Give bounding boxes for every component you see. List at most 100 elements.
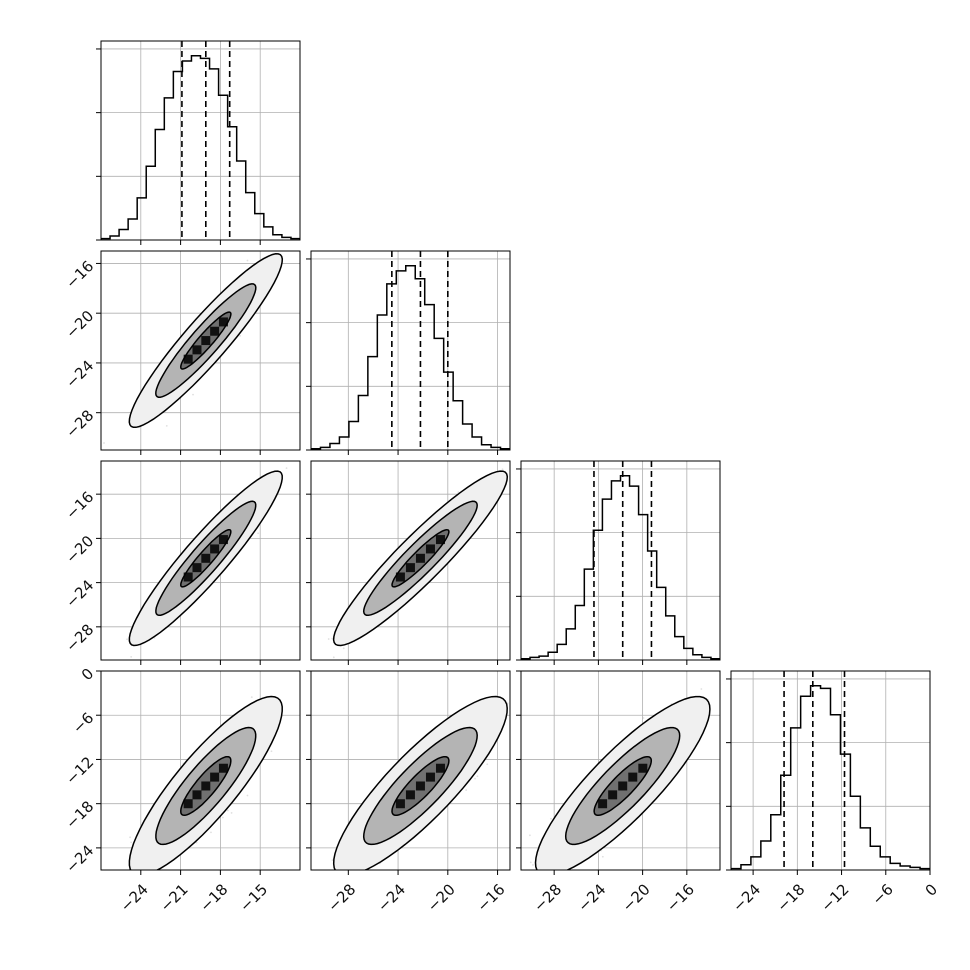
- sample-point: [121, 884, 123, 886]
- sample-point: [221, 816, 224, 819]
- sample-point: [250, 696, 253, 699]
- density-blocks: [183, 317, 228, 364]
- density-block: [210, 544, 220, 554]
- density-block: [405, 563, 415, 573]
- panel-3-1: −28 −24 −20 −16: [306, 670, 511, 915]
- contour-line-0: [180, 528, 232, 588]
- panel-3-2: −28 −24 −20 −16: [516, 670, 721, 915]
- ytick-label: −18: [62, 797, 97, 832]
- contour-line-0: [391, 755, 450, 817]
- xtick-label: −21: [157, 880, 192, 915]
- ytick-label: −20: [62, 532, 97, 567]
- density-blocks: [395, 763, 445, 809]
- contour-line-0: [180, 755, 232, 817]
- xtick-label: −24: [117, 880, 152, 915]
- ytick-label: −16: [62, 488, 97, 523]
- density-block: [405, 790, 415, 800]
- sample-point: [246, 259, 249, 262]
- panel-plot-area: [311, 251, 510, 450]
- panel-plot-area: [311, 671, 510, 873]
- panel-3-0: −24−18−12−60−24 −21 −18 −15: [62, 665, 301, 915]
- sample-point: [342, 647, 345, 650]
- density-blocks: [183, 535, 228, 582]
- ytick-label: −28: [62, 406, 97, 441]
- density-block: [425, 772, 435, 782]
- sample-point: [103, 442, 105, 444]
- sample-point: [285, 467, 288, 470]
- density-blocks: [183, 763, 228, 809]
- sample-point: [246, 794, 249, 797]
- panel-plot-area: [521, 461, 720, 660]
- sample-point: [335, 871, 337, 873]
- density-block: [218, 763, 228, 773]
- density-block: [201, 336, 211, 346]
- density-block: [395, 799, 405, 809]
- sample-point: [465, 789, 468, 791]
- panel-frame: [310, 250, 511, 451]
- ytick-label: −24: [62, 576, 97, 611]
- histogram-1: [311, 264, 510, 450]
- density-block: [183, 572, 193, 582]
- sample-point: [344, 871, 346, 873]
- sample-point: [126, 638, 128, 641]
- sample-point: [332, 656, 335, 659]
- panel-plot-area: [311, 438, 525, 660]
- sample-point: [327, 638, 330, 640]
- panel-1-0: −28−24−20−16: [62, 250, 301, 455]
- sample-point: [331, 859, 334, 862]
- density-block: [201, 553, 211, 563]
- density-block: [183, 799, 193, 809]
- density-block: [210, 772, 220, 782]
- sample-point: [230, 812, 233, 814]
- xtick-label: −16: [474, 880, 509, 915]
- ytick-label: 0: [78, 665, 97, 684]
- contour-line-2: [332, 470, 509, 647]
- contour-line-0: [391, 528, 450, 588]
- density-block: [192, 563, 202, 573]
- xtick-label: −24: [374, 880, 409, 915]
- sample-point: [257, 532, 260, 535]
- ytick-label: −12: [62, 753, 97, 788]
- contour-line-2: [128, 253, 284, 429]
- density-block: [415, 781, 425, 791]
- ytick-label: −6: [69, 709, 97, 737]
- panel-plot-area: [101, 41, 300, 240]
- density-block: [218, 535, 228, 545]
- sample-point: [331, 637, 334, 640]
- contour-line-2: [332, 695, 508, 870]
- sample-point: [523, 438, 525, 440]
- panel-frame: [310, 670, 511, 871]
- sample-point: [143, 882, 145, 884]
- panel-2-2: [516, 460, 721, 665]
- panel-plot-area: [521, 671, 720, 870]
- contour-line-1: [362, 726, 478, 846]
- sample-point: [474, 777, 476, 780]
- panel-plot-area: [101, 461, 300, 660]
- xtick-label: −28: [324, 880, 359, 915]
- xtick-label: −20: [424, 880, 459, 915]
- panel-0-0: [96, 40, 301, 245]
- density-block: [192, 790, 202, 800]
- contour-line-1: [155, 726, 257, 846]
- density-block: [201, 781, 211, 791]
- panel-frame: [520, 460, 721, 661]
- sample-point: [145, 883, 147, 885]
- sample-point: [130, 656, 133, 658]
- density-block: [183, 354, 193, 364]
- sample-point: [270, 750, 273, 753]
- density-block: [435, 535, 445, 545]
- sample-point: [642, 717, 645, 719]
- xtick-label: −18: [196, 880, 231, 915]
- sample-point: [192, 393, 194, 396]
- sample-point: [144, 871, 146, 873]
- panel-frame: [100, 250, 301, 451]
- sample-point: [532, 864, 534, 866]
- contour-line-1: [362, 500, 478, 617]
- contour-line-1: [155, 283, 257, 398]
- ytick-label: −24: [62, 357, 97, 392]
- panel-frame: [310, 460, 511, 661]
- panel-frame: [100, 40, 301, 241]
- ytick-label: −28: [62, 620, 97, 655]
- density-block: [435, 763, 445, 773]
